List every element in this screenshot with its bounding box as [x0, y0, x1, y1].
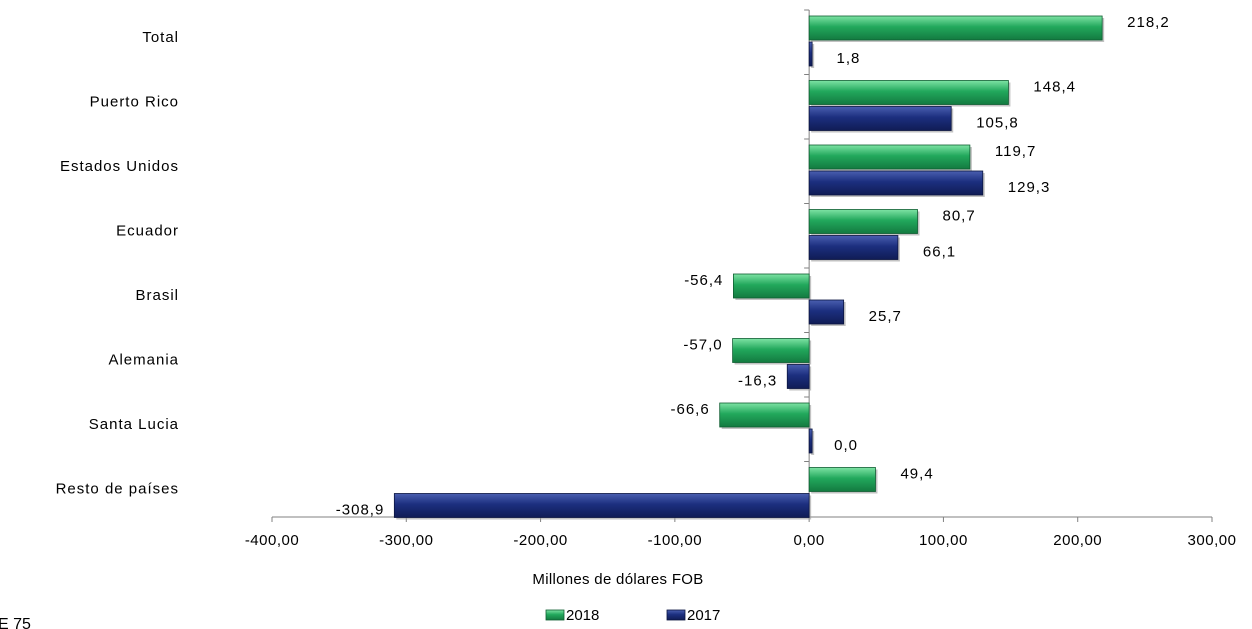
- category-label: Santa Lucia: [89, 416, 179, 433]
- category-label: Brasil: [135, 287, 179, 304]
- legend-swatch-2018: [545, 609, 565, 621]
- data-label: 49,4: [900, 466, 933, 483]
- x-tick-label: -200,00: [513, 532, 567, 549]
- data-label: 148,4: [1033, 79, 1076, 96]
- bar-2018: [732, 338, 810, 363]
- category-label: Puerto Rico: [90, 94, 179, 111]
- bar-2017: [808, 41, 813, 67]
- data-label: -16,3: [738, 373, 777, 390]
- category-label: Alemania: [108, 352, 179, 369]
- data-label: 129,3: [1008, 179, 1051, 196]
- bar-2018: [808, 209, 918, 234]
- bar-2017: [808, 106, 952, 131]
- category-label: Total: [142, 29, 179, 46]
- legend-swatch-2017: [666, 609, 686, 621]
- x-tick-label: -300,00: [379, 532, 433, 549]
- data-label: -57,0: [683, 337, 722, 354]
- x-tick-label: 300,00: [1188, 532, 1237, 549]
- data-label: 119,7: [995, 143, 1036, 160]
- data-label: 66,1: [923, 244, 956, 261]
- x-tick-label: 100,00: [919, 532, 968, 549]
- data-label: -308,9: [336, 502, 385, 519]
- x-tick-label: 200,00: [1053, 532, 1102, 549]
- category-label: Estados Unidos: [60, 158, 179, 175]
- data-label: 1,8: [837, 50, 861, 67]
- bar-2017: [393, 493, 810, 518]
- bar-shadow: [811, 44, 815, 68]
- data-label: -56,4: [684, 272, 723, 289]
- bar-2018: [733, 273, 810, 299]
- category-label: Resto de países: [56, 481, 179, 498]
- bar-2017: [808, 299, 845, 325]
- footer-text: E 75: [0, 616, 31, 629]
- data-label: 218,2: [1127, 14, 1170, 31]
- x-axis-title: Millones de dólares FOB: [532, 571, 703, 588]
- legend-label: 2017: [687, 607, 720, 624]
- category-label: Ecuador: [116, 223, 179, 240]
- legend: 2018 2017: [545, 607, 720, 624]
- bar-2017: [808, 170, 984, 196]
- x-tick-label: 0,00: [794, 532, 825, 549]
- bar-2017: [786, 364, 810, 389]
- x-tick-label: -400,00: [245, 532, 299, 549]
- x-tick-label: -100,00: [648, 532, 702, 549]
- bar-2018: [808, 80, 1009, 105]
- data-label: 25,7: [869, 308, 902, 325]
- bar-2018: [719, 402, 810, 428]
- data-label: 0,0: [834, 437, 858, 454]
- data-label: 105,8: [976, 115, 1019, 132]
- bar-shadow: [811, 431, 815, 455]
- bar-2018: [808, 144, 971, 170]
- bar-2017: [808, 235, 899, 260]
- bar-2017: [808, 428, 813, 454]
- bar-2018: [808, 15, 1103, 41]
- data-label: 80,7: [943, 208, 976, 225]
- data-label: -66,6: [671, 401, 710, 418]
- legend-label: 2018: [566, 607, 599, 624]
- bar-2018: [808, 467, 876, 492]
